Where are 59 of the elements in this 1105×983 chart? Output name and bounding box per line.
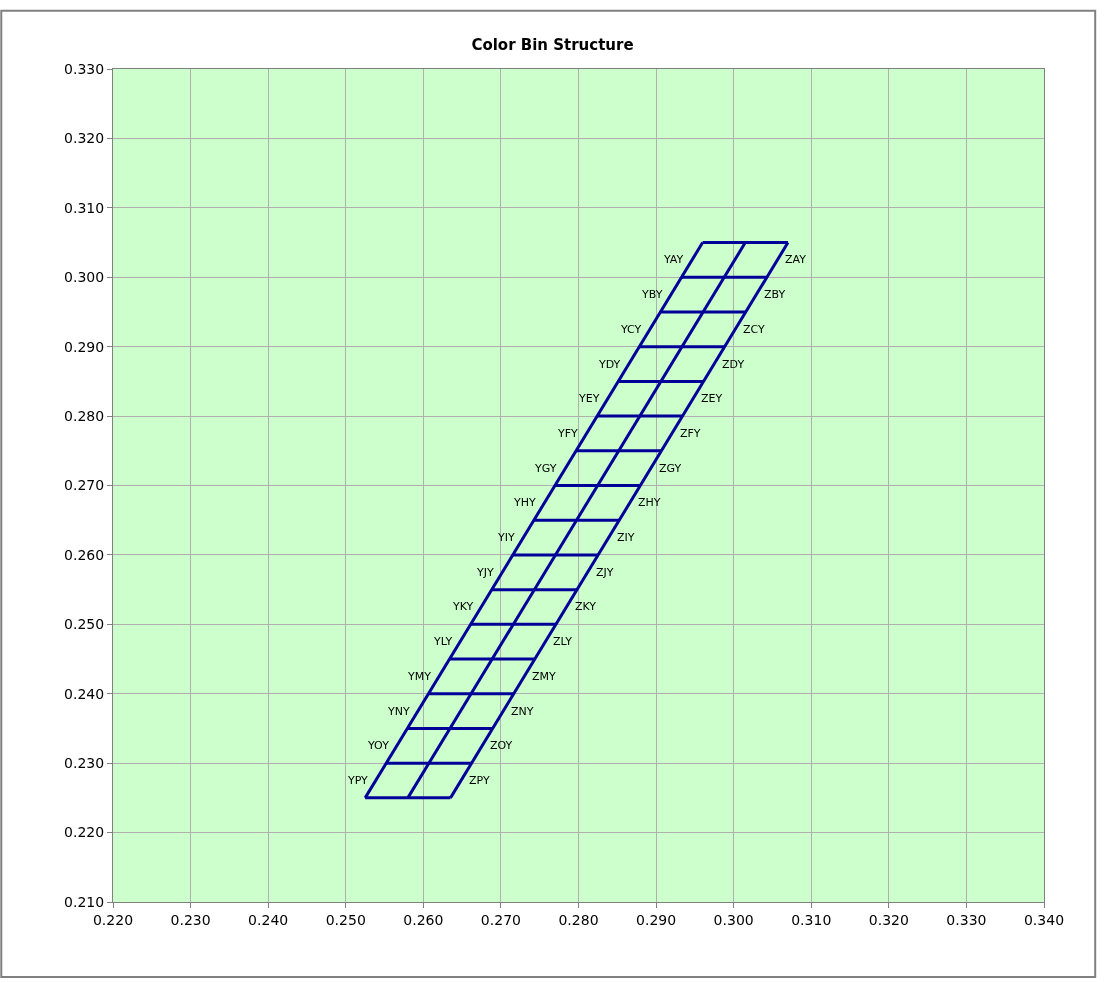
annotation: YCY: [620, 323, 642, 336]
y-tick-label: 0.280: [64, 407, 105, 424]
annotation: YDY: [598, 358, 621, 371]
annotation: YAY: [663, 253, 684, 266]
annotation: YOY: [367, 739, 390, 752]
y-tick-label: 0.310: [64, 199, 105, 216]
annotation: ZIY: [617, 531, 635, 544]
annotation: ZMY: [532, 670, 557, 683]
x-tick-label: 0.310: [791, 911, 832, 928]
annotation: YIY: [497, 531, 515, 544]
y-tick-label: 0.290: [64, 338, 105, 355]
annotation: YMY: [407, 670, 432, 683]
x-tick-label: 0.340: [1023, 911, 1065, 928]
x-tick-label: 0.290: [636, 911, 677, 928]
y-tick-label: 0.240: [64, 685, 105, 702]
annotation: YLY: [433, 635, 453, 648]
annotation: ZKY: [575, 600, 597, 613]
x-tick-label: 0.250: [325, 911, 366, 928]
annotation: ZFY: [680, 427, 701, 440]
annotation: YJY: [476, 566, 494, 579]
y-tick-label: 0.260: [64, 546, 105, 563]
y-tick-label: 0.210: [64, 893, 105, 910]
x-tick-label: 0.330: [946, 911, 987, 928]
annotation: YHY: [513, 496, 536, 509]
annotation: YEY: [578, 392, 600, 405]
annotation: ZJY: [596, 566, 614, 579]
annotation: ZHY: [638, 496, 661, 509]
annotation: ZOY: [490, 739, 513, 752]
y-tick-label: 0.330: [64, 60, 105, 77]
x-tick-label: 0.320: [868, 911, 909, 928]
y-tick-label: 0.220: [64, 824, 105, 841]
chart-title: Color Bin Structure: [471, 36, 634, 55]
y-tick-label: 0.300: [64, 269, 105, 286]
annotation: ZBY: [764, 288, 786, 301]
x-tick-label: 0.240: [248, 911, 289, 928]
x-tick-label: 0.260: [403, 911, 444, 928]
x-tick-label: 0.220: [92, 911, 134, 928]
annotation: ZPY: [469, 774, 490, 787]
annotation: YPY: [347, 774, 369, 787]
annotation: YNY: [387, 705, 410, 718]
annotation: ZEY: [701, 392, 723, 405]
y-tick-label: 0.320: [64, 130, 105, 147]
annotation: YBY: [641, 288, 663, 301]
x-tick-label: 0.280: [558, 911, 599, 928]
annotation: YFY: [557, 427, 579, 440]
x-tick-label: 0.270: [480, 911, 521, 928]
annotation: ZDY: [722, 358, 745, 371]
x-tick-label: 0.300: [713, 911, 754, 928]
annotation: ZNY: [511, 705, 534, 718]
y-tick-label: 0.270: [64, 477, 105, 494]
x-tick-label: 0.230: [170, 911, 211, 928]
y-tick-label: 0.230: [64, 755, 105, 772]
annotation: ZCY: [743, 323, 766, 336]
y-tick-label: 0.250: [64, 616, 105, 633]
annotation: ZLY: [553, 635, 573, 648]
annotation: YKY: [452, 600, 474, 613]
annotation: ZGY: [659, 462, 682, 475]
annotation: YGY: [534, 462, 557, 475]
annotation: ZAY: [785, 253, 807, 266]
